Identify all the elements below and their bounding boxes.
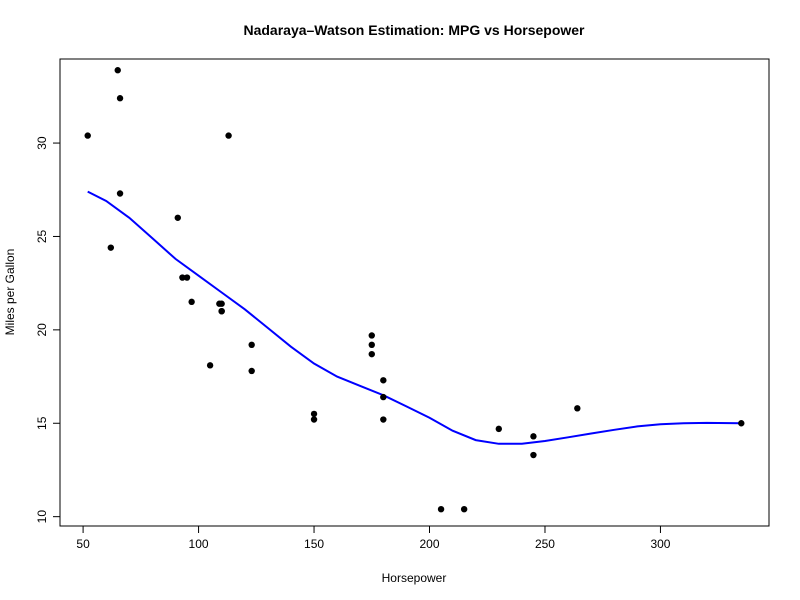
data-point: [437, 505, 445, 513]
data-point: [380, 393, 387, 401]
y-tick-label: 15: [35, 416, 49, 430]
x-axis: 50 100 150 200 250 300: [76, 526, 671, 551]
x-tick-label: 200: [419, 537, 439, 551]
data-point: [368, 341, 375, 349]
data-point: [368, 332, 375, 339]
x-tick-label: 250: [535, 537, 555, 551]
data-point: [188, 298, 195, 306]
y-tick-label: 20: [35, 323, 49, 337]
data-point: [218, 300, 225, 307]
data-points: [84, 67, 745, 513]
data-point: [225, 132, 232, 139]
data-point: [368, 350, 375, 358]
y-tick-label: 25: [35, 229, 49, 243]
x-axis-label: Horsepower: [382, 571, 447, 585]
y-tick-label: 30: [35, 136, 49, 150]
data-point: [574, 405, 581, 412]
data-point: [179, 274, 186, 281]
x-tick-label: 150: [304, 537, 324, 551]
data-point: [530, 433, 537, 440]
data-point: [206, 362, 214, 369]
data-point: [116, 95, 124, 102]
y-tick-label: 10: [35, 510, 49, 524]
data-point: [738, 420, 745, 427]
data-point: [495, 425, 502, 433]
data-point: [174, 214, 181, 221]
chart-title: Nadaraya–Watson Estimation: MPG vs Horse…: [243, 22, 585, 38]
data-point: [530, 451, 537, 459]
data-point: [107, 244, 115, 251]
data-point: [380, 377, 387, 384]
data-point: [460, 505, 468, 513]
data-point: [310, 410, 318, 418]
x-tick-label: 50: [76, 537, 90, 551]
data-point: [248, 341, 255, 349]
x-tick-label: 300: [650, 537, 670, 551]
data-point: [310, 416, 318, 423]
y-axis-label: Miles per Gallon: [3, 249, 17, 336]
data-point: [218, 307, 225, 315]
y-axis: 10 15 20 25 30: [35, 136, 60, 523]
data-point: [114, 67, 121, 74]
data-point: [116, 190, 124, 197]
x-tick-label: 100: [189, 537, 209, 551]
data-point: [248, 367, 255, 375]
data-point: [380, 416, 387, 423]
smoothed-curve: [87, 190, 742, 445]
data-point: [183, 274, 191, 281]
plot-frame: [59, 58, 770, 527]
data-point: [84, 132, 91, 139]
